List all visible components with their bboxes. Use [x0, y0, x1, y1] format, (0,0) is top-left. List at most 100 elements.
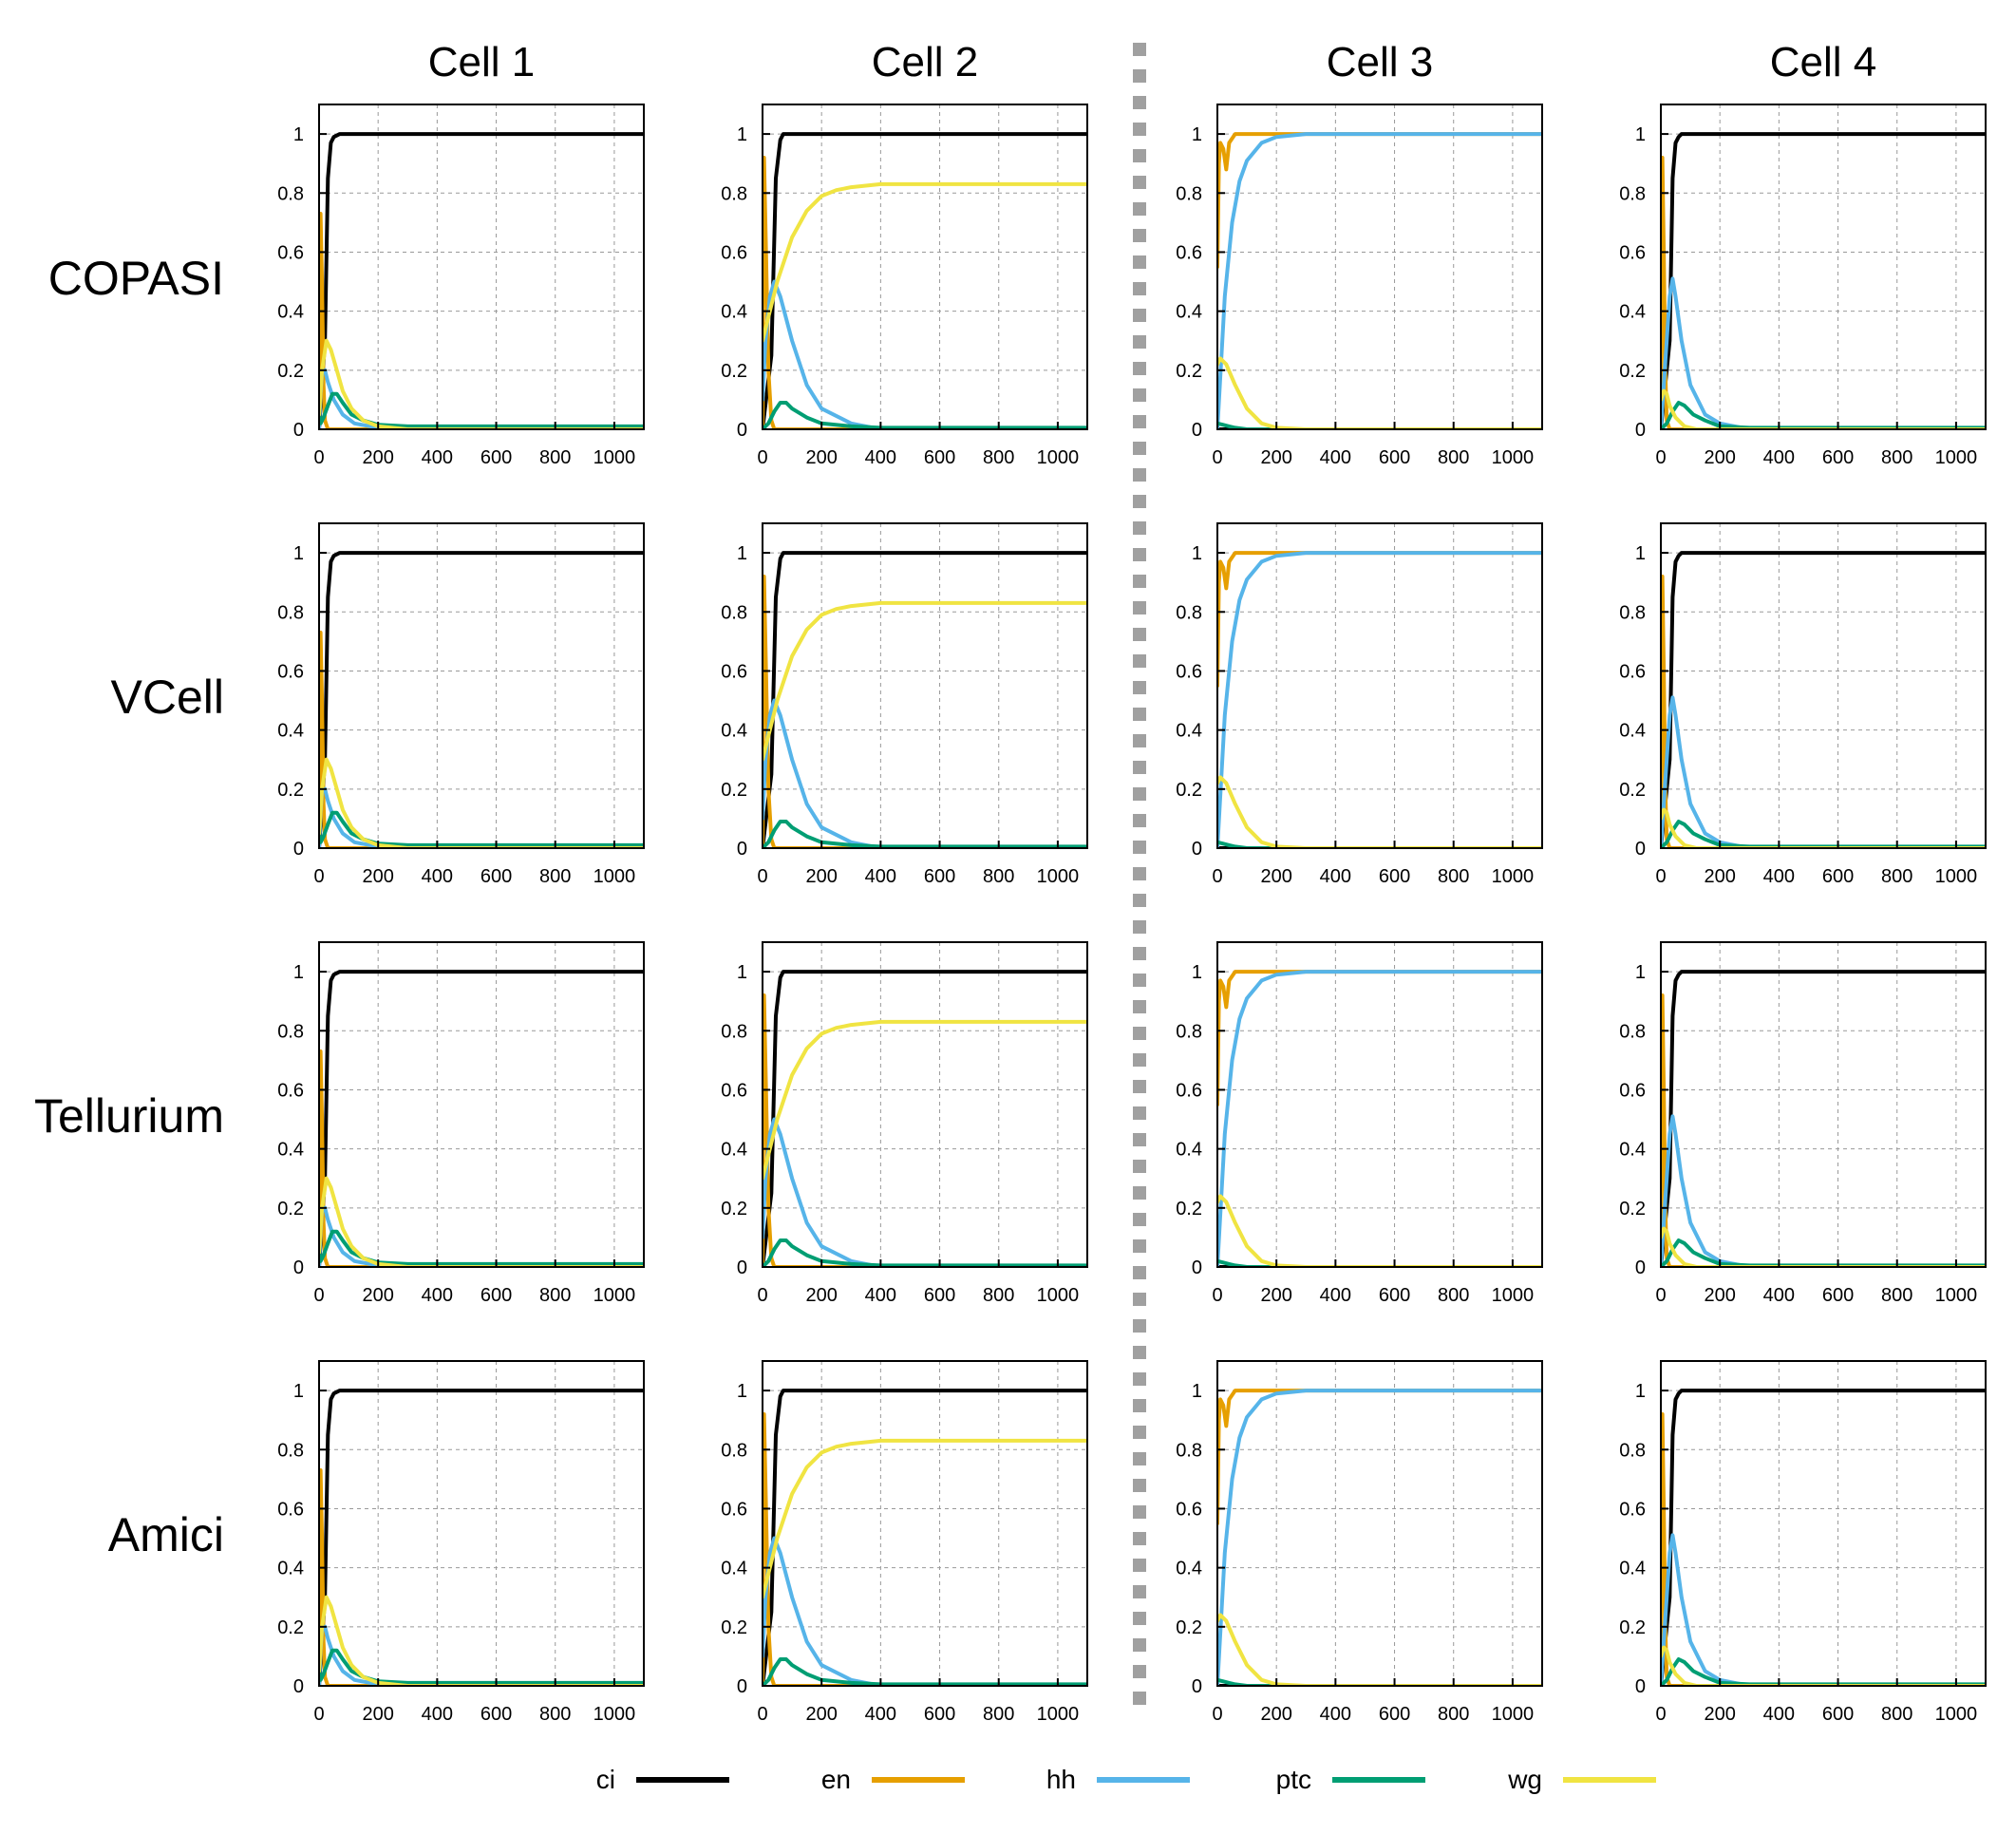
plot-frame: [1660, 1360, 1987, 1687]
x-tick-label: 0: [1655, 866, 1666, 887]
x-tick-label: 1000: [1037, 447, 1080, 468]
legend-item-hh: hh: [1046, 1765, 1190, 1794]
series-line-wg: [1661, 388, 1986, 429]
x-tick-label: 0: [1212, 447, 1222, 468]
row-title: VCell: [111, 671, 224, 724]
y-tick-label: 0.8: [721, 183, 747, 204]
series-line-hh: [1661, 1114, 1986, 1267]
y-tick-label: 0: [1635, 1676, 1646, 1697]
x-tick-label: 1000: [1037, 1285, 1080, 1306]
plot-frame: [762, 104, 1088, 430]
x-tick-label: 200: [805, 1704, 837, 1725]
x-tick-label: 600: [924, 1285, 955, 1306]
series-line-ci: [1661, 970, 1986, 1267]
plot-frame: [318, 941, 645, 1268]
panel: 0 200 400 600 800 1000 0 0.2 0.4 0.6 0.8 1: [277, 522, 645, 887]
x-tick-label: 1000: [1492, 1285, 1535, 1306]
y-tick-label: 0.8: [277, 183, 304, 204]
x-tick-label: 400: [865, 447, 896, 468]
y-tick-label: 0.6: [1619, 661, 1646, 682]
series-line-ci: [319, 1389, 644, 1686]
legend-label: en: [821, 1765, 851, 1794]
x-tick-label: 800: [983, 866, 1014, 887]
y-tick-label: 1: [1192, 124, 1202, 145]
panel: 0 200 400 600 800 1000 0 0.2 0.4 0.6 0.8 1: [1619, 1360, 1987, 1725]
y-tick-label: 0.2: [721, 361, 747, 382]
plot-frame: [1660, 522, 1987, 849]
series-line-hh: [763, 1117, 1087, 1267]
y-tick-label: 0.2: [1619, 1199, 1646, 1220]
panel: 0 200 400 600 800 1000 0 0.2 0.4 0.6 0.8 1: [721, 104, 1088, 468]
x-tick-label: 200: [362, 866, 393, 887]
y-tick-label: 0.4: [1176, 1559, 1202, 1579]
x-tick-label: 0: [313, 1704, 324, 1725]
plot-frame: [762, 1360, 1088, 1687]
y-tick-label: 1: [737, 543, 747, 564]
series-line-wg: [319, 1595, 644, 1686]
y-tick-label: 0.2: [277, 361, 304, 382]
series-line-ci: [319, 970, 644, 1267]
x-tick-label: 600: [480, 1704, 512, 1725]
y-tick-label: 0.4: [1176, 1140, 1202, 1161]
y-tick-label: 0.2: [277, 780, 304, 801]
panel: 0 200 400 600 800 1000 0 0.2 0.4 0.6 0.8 1: [1176, 104, 1543, 468]
panel: 0 200 400 600 800 1000 0 0.2 0.4 0.6 0.8 1: [721, 941, 1088, 1306]
series-line-hh: [763, 698, 1087, 848]
y-tick-label: 0: [1192, 839, 1202, 860]
plot-frame: [1660, 941, 1987, 1268]
y-tick-label: 1: [1635, 962, 1646, 983]
x-tick-label: 600: [1822, 1285, 1854, 1306]
y-tick-label: 1: [737, 124, 747, 145]
series-line-ci: [1661, 551, 1986, 848]
series-line-ptc: [1217, 1677, 1542, 1686]
series-line-wg: [1217, 1194, 1542, 1267]
series-line-en: [319, 631, 644, 848]
x-tick-label: 1000: [1492, 447, 1535, 468]
y-tick-label: 1: [1635, 124, 1646, 145]
x-tick-label: 0: [1212, 866, 1222, 887]
series-line-ptc: [1661, 1657, 1986, 1686]
x-tick-label: 800: [1881, 866, 1912, 887]
x-tick-label: 200: [1704, 1285, 1735, 1306]
x-tick-label: 400: [865, 866, 896, 887]
series-line-ptc: [1217, 840, 1542, 848]
y-tick-label: 0: [1635, 839, 1646, 860]
y-tick-label: 0.8: [277, 1440, 304, 1461]
series-line-ptc: [763, 1657, 1087, 1686]
x-tick-label: 200: [1260, 1704, 1291, 1725]
x-tick-label: 400: [422, 1285, 453, 1306]
x-tick-label: 200: [805, 866, 837, 887]
series-line-wg: [763, 600, 1087, 762]
y-tick-label: 0.8: [1619, 1021, 1646, 1042]
series-line-hh: [1217, 970, 1542, 1267]
series-line-wg: [1217, 775, 1542, 848]
x-tick-label: 200: [1704, 1704, 1735, 1725]
x-tick-label: 200: [1260, 1285, 1291, 1306]
x-tick-label: 600: [1379, 866, 1410, 887]
panel: 0 200 400 600 800 1000 0 0.2 0.4 0.6 0.8 1: [1619, 104, 1987, 468]
series-line-en: [319, 212, 644, 429]
panel: 0 200 400 600 800 1000 0 0.2 0.4 0.6 0.8 1: [721, 1360, 1088, 1725]
plot-frame: [1216, 522, 1543, 849]
x-tick-label: 1000: [593, 447, 636, 468]
plot-frame: [318, 104, 645, 430]
y-tick-label: 1: [293, 543, 304, 564]
x-tick-label: 200: [1260, 447, 1291, 468]
y-tick-label: 0.6: [1619, 1080, 1646, 1101]
panel: 0 200 400 600 800 1000 0 0.2 0.4 0.6 0.8 1: [277, 104, 645, 468]
series-line-ci: [763, 132, 1087, 429]
row-title: Tellurium: [34, 1089, 224, 1143]
y-tick-label: 0.2: [1176, 780, 1202, 801]
y-tick-label: 1: [737, 962, 747, 983]
y-tick-label: 0: [1192, 1257, 1202, 1278]
series-line-en: [1217, 132, 1542, 269]
y-tick-label: 0.4: [1176, 302, 1202, 323]
x-tick-label: 800: [539, 1704, 571, 1725]
x-tick-label: 200: [1704, 447, 1735, 468]
y-tick-label: 0.8: [1176, 602, 1202, 623]
x-tick-label: 0: [1212, 1285, 1222, 1306]
x-tick-label: 1000: [1935, 1704, 1978, 1725]
x-tick-label: 0: [757, 1285, 767, 1306]
legend-item-en: en: [821, 1765, 965, 1794]
panel: 0 200 400 600 800 1000 0 0.2 0.4 0.6 0.8 1: [721, 522, 1088, 887]
